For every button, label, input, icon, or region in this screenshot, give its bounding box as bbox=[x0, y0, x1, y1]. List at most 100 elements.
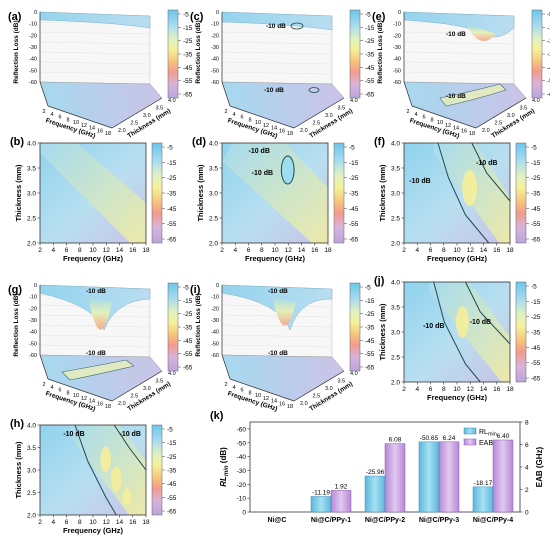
z-tick-label: 0 bbox=[398, 10, 401, 16]
panel-c: (c) 0 -10 -20 -30 -40 -50 -60 2 4 6 8 10 12 14 16 18 4.0 3… bbox=[190, 9, 375, 140]
colorbar-tick-label: -55 bbox=[547, 78, 550, 85]
bar-eab bbox=[330, 490, 352, 513]
colorbar-tick-label: -45 bbox=[167, 206, 177, 213]
z-tick-label: -10 bbox=[211, 22, 219, 28]
x-tick-label: 12 bbox=[285, 247, 293, 254]
grid-line bbox=[39, 31, 151, 35]
z-tick-label: -40 bbox=[29, 330, 37, 336]
colorbar-tick-label: -35 bbox=[531, 330, 541, 337]
y-tick-label: -60 bbox=[237, 426, 247, 433]
y-tick-label: 3.0 bbox=[391, 330, 400, 337]
surface bbox=[39, 11, 151, 29]
colorbar-tick-label: -5 bbox=[167, 427, 173, 434]
colorbar bbox=[515, 142, 527, 244]
x-tick-label: 6 bbox=[240, 115, 243, 121]
x-tick-label: 4 bbox=[51, 247, 55, 254]
panel-b: (b) 2 4 6 8 10 12 14 16 18 2.0 2.5 3.0 3.5 4.0 Frequenc… bbox=[10, 136, 177, 263]
x-tick-label: 14 bbox=[271, 126, 277, 132]
hot-spot bbox=[462, 170, 478, 206]
y-tick-label: 3.5 bbox=[391, 305, 400, 312]
z-tick-label: -40 bbox=[29, 57, 37, 63]
x-tick-label: 8 bbox=[442, 247, 446, 254]
x-tick-label: 8 bbox=[66, 390, 69, 396]
contour-label: -10 dB bbox=[268, 350, 288, 357]
x-tick-label: 4 bbox=[414, 112, 417, 118]
x-tick-label: 14 bbox=[453, 126, 459, 132]
grid-line bbox=[221, 314, 333, 318]
panel-a: (a) 0 -10 -20 -30 -40 -50 -60 2 4 6 8 10 12 14 16 18 4.0 3… bbox=[8, 9, 193, 140]
x-tick-label: 14 bbox=[298, 247, 306, 254]
legend-label-eab: EAB bbox=[479, 440, 493, 447]
x-tick-label: 2 bbox=[406, 109, 409, 115]
contour-line bbox=[308, 87, 320, 93]
absorption-band bbox=[40, 143, 146, 243]
bar-eab bbox=[492, 439, 514, 513]
colorbar-tick-label: -65 bbox=[365, 92, 375, 99]
colorbar bbox=[349, 9, 361, 99]
contour-label: -10 dB bbox=[63, 431, 84, 438]
contour-line bbox=[74, 424, 117, 516]
colorbar-tick-label: -15 bbox=[183, 298, 193, 305]
x-tick-label: 2 bbox=[38, 519, 42, 526]
colorbar-tick-label: -65 bbox=[167, 237, 177, 244]
grid-line bbox=[221, 31, 333, 35]
y-tick-label: 2.0 bbox=[118, 128, 126, 134]
z-tick-label: -40 bbox=[211, 57, 219, 63]
data-label-rlmin: -11.19 bbox=[312, 490, 330, 497]
x-tick-label: 18 bbox=[469, 131, 475, 137]
y-tick-label: 4.0 bbox=[350, 371, 358, 377]
hot-spot bbox=[111, 466, 122, 492]
colorbar-tick-label: -5 bbox=[531, 145, 537, 152]
contour-label: -10 dB bbox=[86, 288, 106, 295]
colorbar-tick-label: -65 bbox=[531, 376, 541, 383]
x-tick-label: Ni@C/PPy-1 bbox=[311, 517, 351, 524]
data-label-rlmin: -25.96 bbox=[366, 469, 385, 476]
x-tick-label: 2 bbox=[220, 247, 224, 254]
x-axis-title: Frequency (GHz) bbox=[245, 254, 306, 263]
z-tick-label: -60 bbox=[29, 80, 37, 86]
x-tick-label: 10 bbox=[255, 120, 261, 126]
y-tick-label: 3.5 bbox=[27, 445, 36, 452]
colorbar-tick-label: -25 bbox=[547, 38, 550, 45]
x-tick-label: 12 bbox=[81, 123, 87, 129]
panel-d: (d) -10 dB -10 dB 2 4 6 8 10 12 14 16 18 2.0 2.5 3.0 3.… bbox=[192, 136, 359, 263]
x-tick-label: 8 bbox=[66, 117, 69, 123]
x-tick-label: 8 bbox=[430, 117, 433, 123]
panel-h: (h) -10 dB -10 dB 2 4 6 8 10 12 14 16 18 2.0 2.5 3.0 3.… bbox=[10, 418, 177, 535]
y-axis-title: Thickness (mm) bbox=[196, 164, 205, 222]
colorbar-tick-label: -35 bbox=[183, 52, 193, 59]
x-tick-label: 10 bbox=[73, 393, 79, 399]
x-tick-label: 12 bbox=[263, 396, 269, 402]
colorbar-tick-label: -15 bbox=[183, 25, 193, 32]
z-tick-label: 0 bbox=[216, 283, 219, 289]
x-tick-label: 18 bbox=[105, 131, 111, 137]
panel-label-e: (e) bbox=[372, 11, 386, 23]
x-tick-label: 4 bbox=[233, 247, 237, 254]
colorbar-tick-label: -35 bbox=[167, 468, 177, 475]
y-tick-label: 3.5 bbox=[156, 106, 164, 112]
contour-line bbox=[433, 281, 481, 383]
x-tick-label: 12 bbox=[263, 123, 269, 129]
x-tick-label: 14 bbox=[480, 247, 488, 254]
y-tick-label: 4.0 bbox=[209, 141, 218, 148]
x-tick-label: 18 bbox=[506, 386, 514, 393]
x-tick-label: 2 bbox=[38, 247, 42, 254]
y-tick-label: 4.0 bbox=[27, 423, 36, 430]
legend-label-sub: min bbox=[488, 432, 497, 438]
absorption-well bbox=[272, 296, 296, 326]
axis-edge bbox=[221, 354, 231, 380]
x-tick-label: 16 bbox=[493, 247, 501, 254]
x-tick-label: 16 bbox=[129, 519, 137, 526]
colorbar-tick-label: -45 bbox=[183, 338, 193, 345]
x-tick-label: Ni@C bbox=[268, 517, 287, 524]
y-axis-title: Thickness (mm) bbox=[378, 164, 387, 222]
y-tick-label: -10 bbox=[237, 496, 247, 503]
x-tick-label: Ni@C/PPy-4 bbox=[473, 517, 513, 524]
x-tick-label: 16 bbox=[493, 386, 501, 393]
colorbar-tick-label: -25 bbox=[183, 311, 193, 318]
x-tick-label: 18 bbox=[105, 404, 111, 410]
y-axis-title: Thickness (mm) bbox=[14, 441, 23, 499]
x-tick-label: 16 bbox=[129, 247, 137, 254]
y-tick-label: 0 bbox=[242, 510, 246, 517]
x-tick-label: 10 bbox=[437, 120, 443, 126]
